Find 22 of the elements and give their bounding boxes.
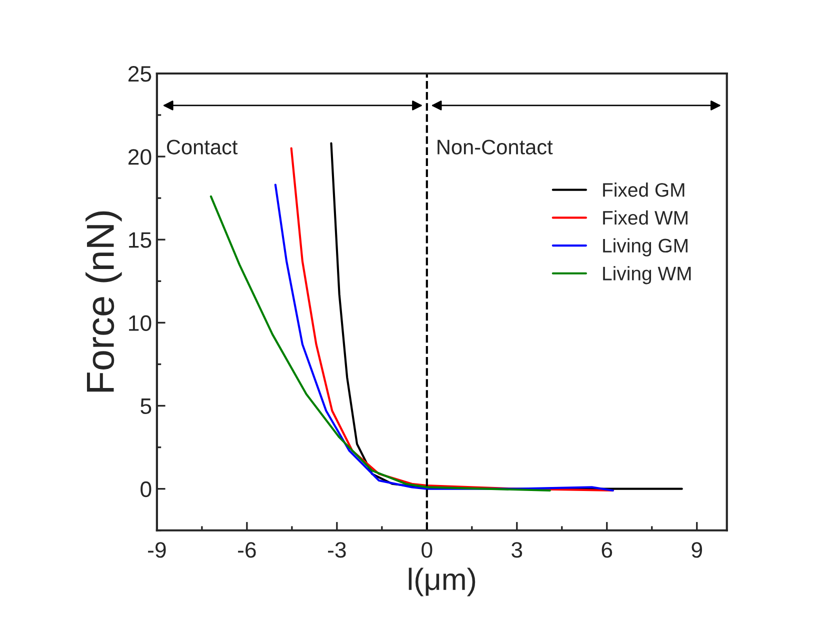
line-series — [210, 195, 551, 492]
legend-label: Living GM — [603, 238, 688, 256]
y-tick-label: 5 — [140, 398, 152, 414]
y-tick-label: 15 — [129, 232, 152, 248]
y-tick-label: 10 — [129, 315, 152, 331]
annotation: Contact — [166, 140, 238, 154]
x-tick-label: -6 — [238, 542, 256, 558]
x-tick-label: -9 — [148, 542, 166, 558]
y-tick-label: 25 — [128, 66, 152, 82]
x-tick-label: 9 — [692, 542, 702, 558]
annotation: Non-Contact — [438, 140, 553, 154]
legend-label: Living WM — [603, 266, 691, 284]
y-axis-title: Force (nN) — [86, 211, 122, 392]
legend-label: Fixed GM — [603, 182, 684, 197]
x-tick-label: -3 — [328, 542, 346, 558]
legend-label: Fixed WM — [603, 210, 688, 225]
x-axis-title: l(μm) — [408, 568, 476, 596]
y-tick-label: 0 — [140, 481, 152, 498]
x-tick-label: 3 — [512, 542, 522, 558]
y-tick-label: 20 — [128, 149, 152, 165]
x-tick-label: 6 — [602, 542, 612, 558]
x-tick-label: 0 — [422, 542, 432, 558]
